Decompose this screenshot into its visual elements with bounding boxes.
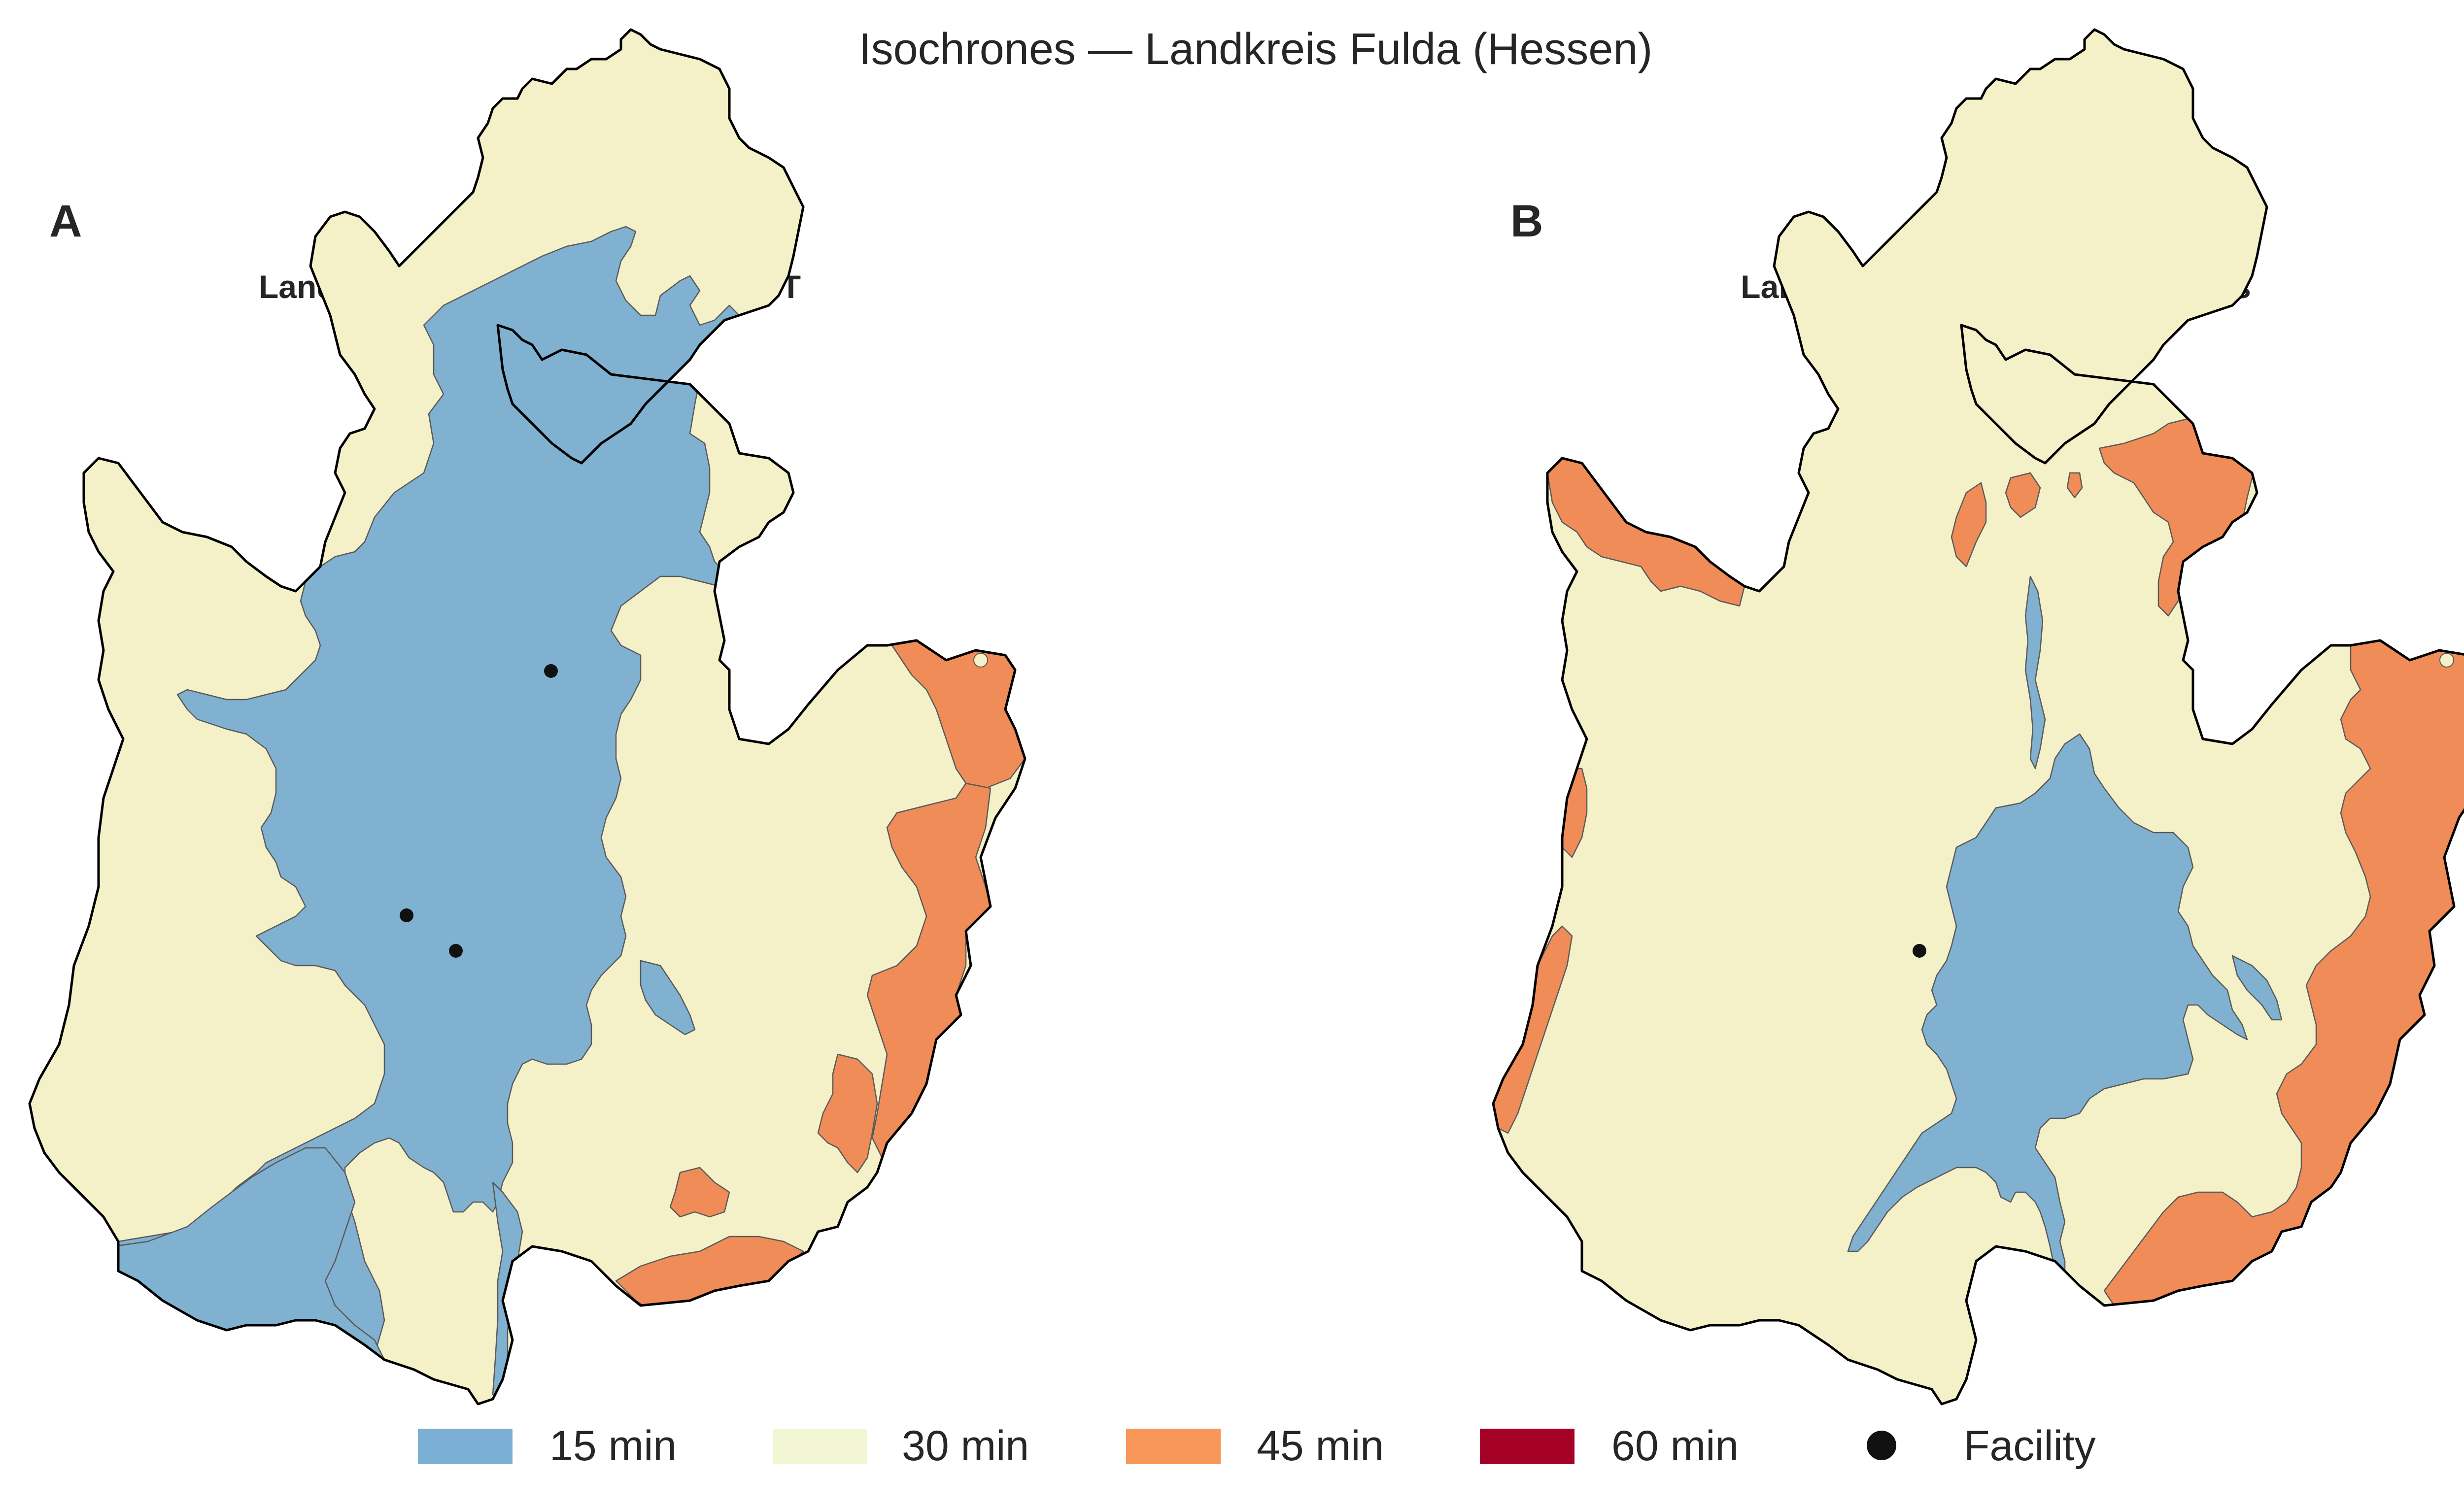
panel-b-zone-15-north-strip [2024,575,2046,770]
legend-swatch-60-min [1480,1429,1574,1464]
legend-item-15-min: 15 min [418,1422,677,1470]
legend-label-60-min: 60 min [1611,1422,1739,1470]
legend-swatch-30-min [773,1429,867,1464]
legend-label-45-min: 45 min [1257,1422,1384,1470]
legend: 15 min 30 min 45 min 60 min Facility [418,1422,2096,1470]
panel-b-facility [1913,944,1926,958]
legend-swatch-15-min [418,1429,513,1464]
panel-a-map [30,30,1025,1404]
legend-label-30-min: 30 min [902,1422,1029,1470]
panel-b-zone-45-north-tiny [2066,472,2083,499]
panel-a-zone-15-south-strip [492,1181,523,1404]
panel-a-zone-45-east-mid [817,1053,878,1173]
panel-a-zone-15-east-lobe [640,960,696,1036]
legend-label-facility: Facility [1964,1422,2096,1470]
panel-a-zone-30-enclave [973,653,988,668]
legend-item-30-min: 30 min [773,1422,1029,1470]
panel-a-zone-45-south-blob [669,1167,730,1218]
panel-b: B Landkreis Fulda: All Stroke Units [1493,30,2464,1404]
panel-b-zone-15-central [1847,733,2248,1311]
panel-b-map [1493,30,2464,1404]
panel-a-facility-center [449,944,463,958]
panel-a-facility-west [400,908,413,922]
legend-swatch-45-min [1126,1429,1221,1464]
legend-marker-facility [1867,1431,1896,1460]
panel-a-zone-15-central [117,226,740,1380]
panel-b-zone-45-northwest [1951,482,1987,568]
legend-label-15-min: 15 min [549,1422,677,1470]
legend-item-facility: Facility [1867,1422,2096,1470]
panel-b-zone-15-east-spur [2231,955,2283,1021]
panel-b-zone-30-enclave [2439,653,2454,668]
figure-title: Isochrones — Landkreis Fulda (Hessen) [859,25,1653,74]
panel-b-letter: B [1510,196,1543,246]
legend-item-45-min: 45 min [1126,1422,1384,1470]
panel-b-zone-45-north-small [2005,472,2041,518]
panel-a: A Landkreis Fulda: Hospitals with CT [30,30,1025,1404]
legend-item-60-min: 60 min [1480,1422,1739,1470]
panel-a-letter: A [49,196,82,246]
panel-a-facility-north [544,664,558,678]
